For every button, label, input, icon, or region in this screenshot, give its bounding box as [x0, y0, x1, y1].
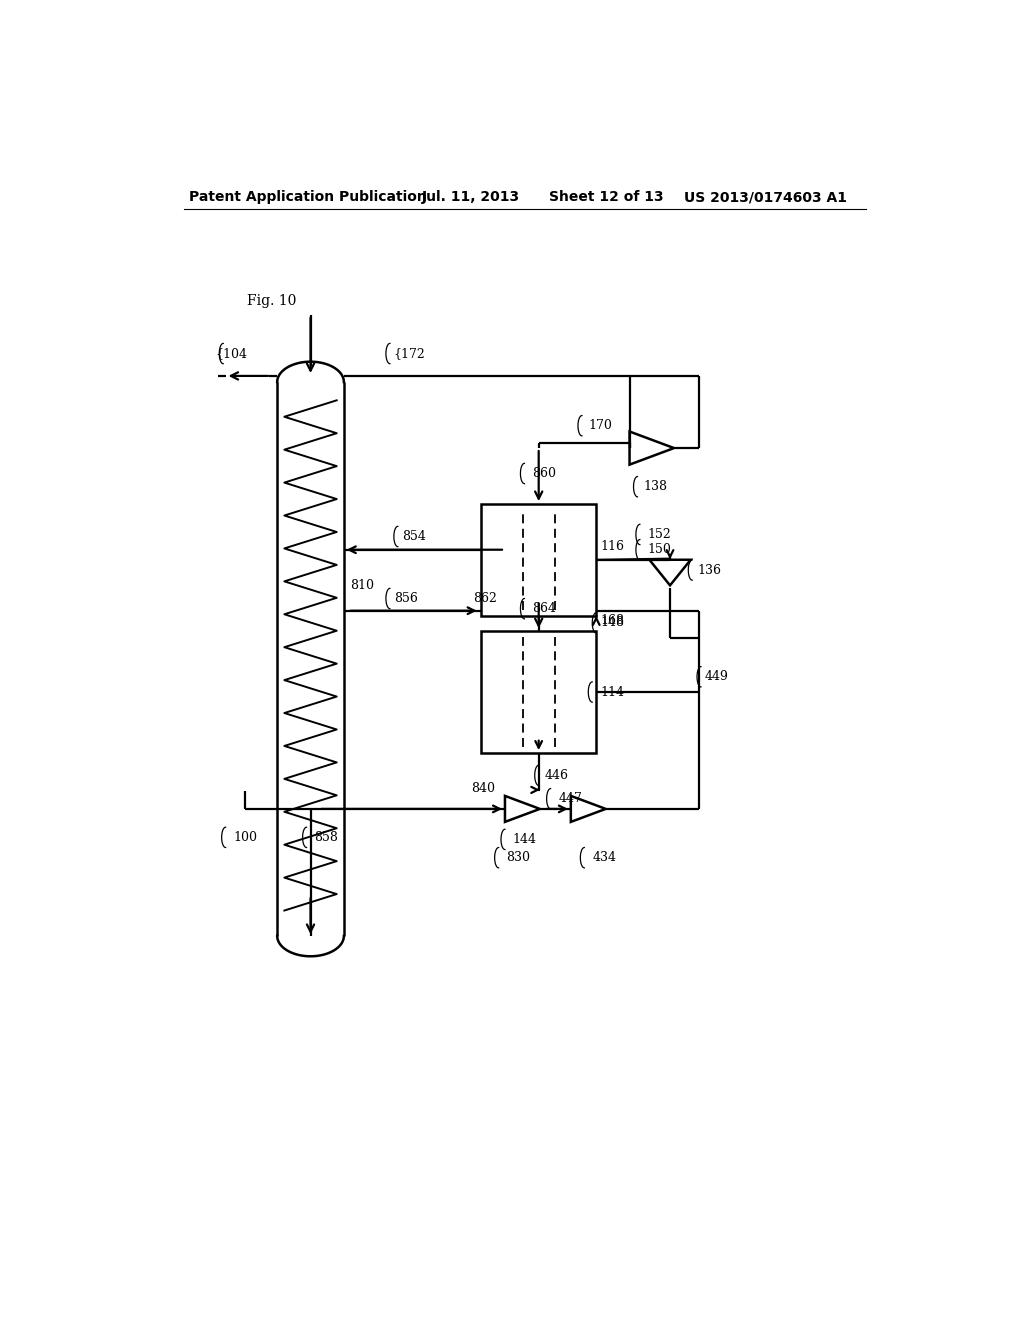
Text: 170: 170	[588, 420, 612, 432]
Text: 449: 449	[705, 671, 729, 684]
Text: 144: 144	[513, 833, 537, 846]
Text: 116: 116	[600, 540, 625, 553]
Text: 862: 862	[473, 591, 497, 605]
Text: Fig. 10: Fig. 10	[247, 293, 296, 308]
Text: US 2013/0174603 A1: US 2013/0174603 A1	[684, 190, 847, 205]
Text: 100: 100	[233, 830, 258, 843]
Bar	[481, 631, 596, 752]
Text: {172: {172	[394, 347, 426, 360]
Text: 138: 138	[644, 480, 668, 494]
Text: 152: 152	[648, 528, 672, 541]
Text: 860: 860	[532, 467, 556, 480]
Text: 114: 114	[600, 685, 625, 698]
Text: 447: 447	[558, 792, 583, 805]
Text: 148: 148	[600, 616, 625, 630]
Text: 434: 434	[592, 851, 616, 865]
Text: 840: 840	[471, 781, 495, 795]
Text: 858: 858	[314, 830, 338, 843]
Bar	[481, 504, 596, 615]
Text: 446: 446	[545, 768, 569, 781]
Text: 864: 864	[532, 602, 556, 615]
Text: 150: 150	[648, 544, 672, 556]
Text: Patent Application Publication: Patent Application Publication	[189, 190, 427, 205]
Text: 856: 856	[394, 591, 418, 605]
Text: {104: {104	[215, 347, 248, 360]
Text: 810: 810	[350, 578, 374, 591]
Text: 854: 854	[401, 531, 426, 543]
Text: Jul. 11, 2013: Jul. 11, 2013	[422, 190, 520, 205]
Text: Sheet 12 of 13: Sheet 12 of 13	[549, 190, 664, 205]
Text: 830: 830	[507, 851, 530, 865]
Text: 168: 168	[600, 614, 625, 627]
Text: 136: 136	[697, 564, 722, 577]
